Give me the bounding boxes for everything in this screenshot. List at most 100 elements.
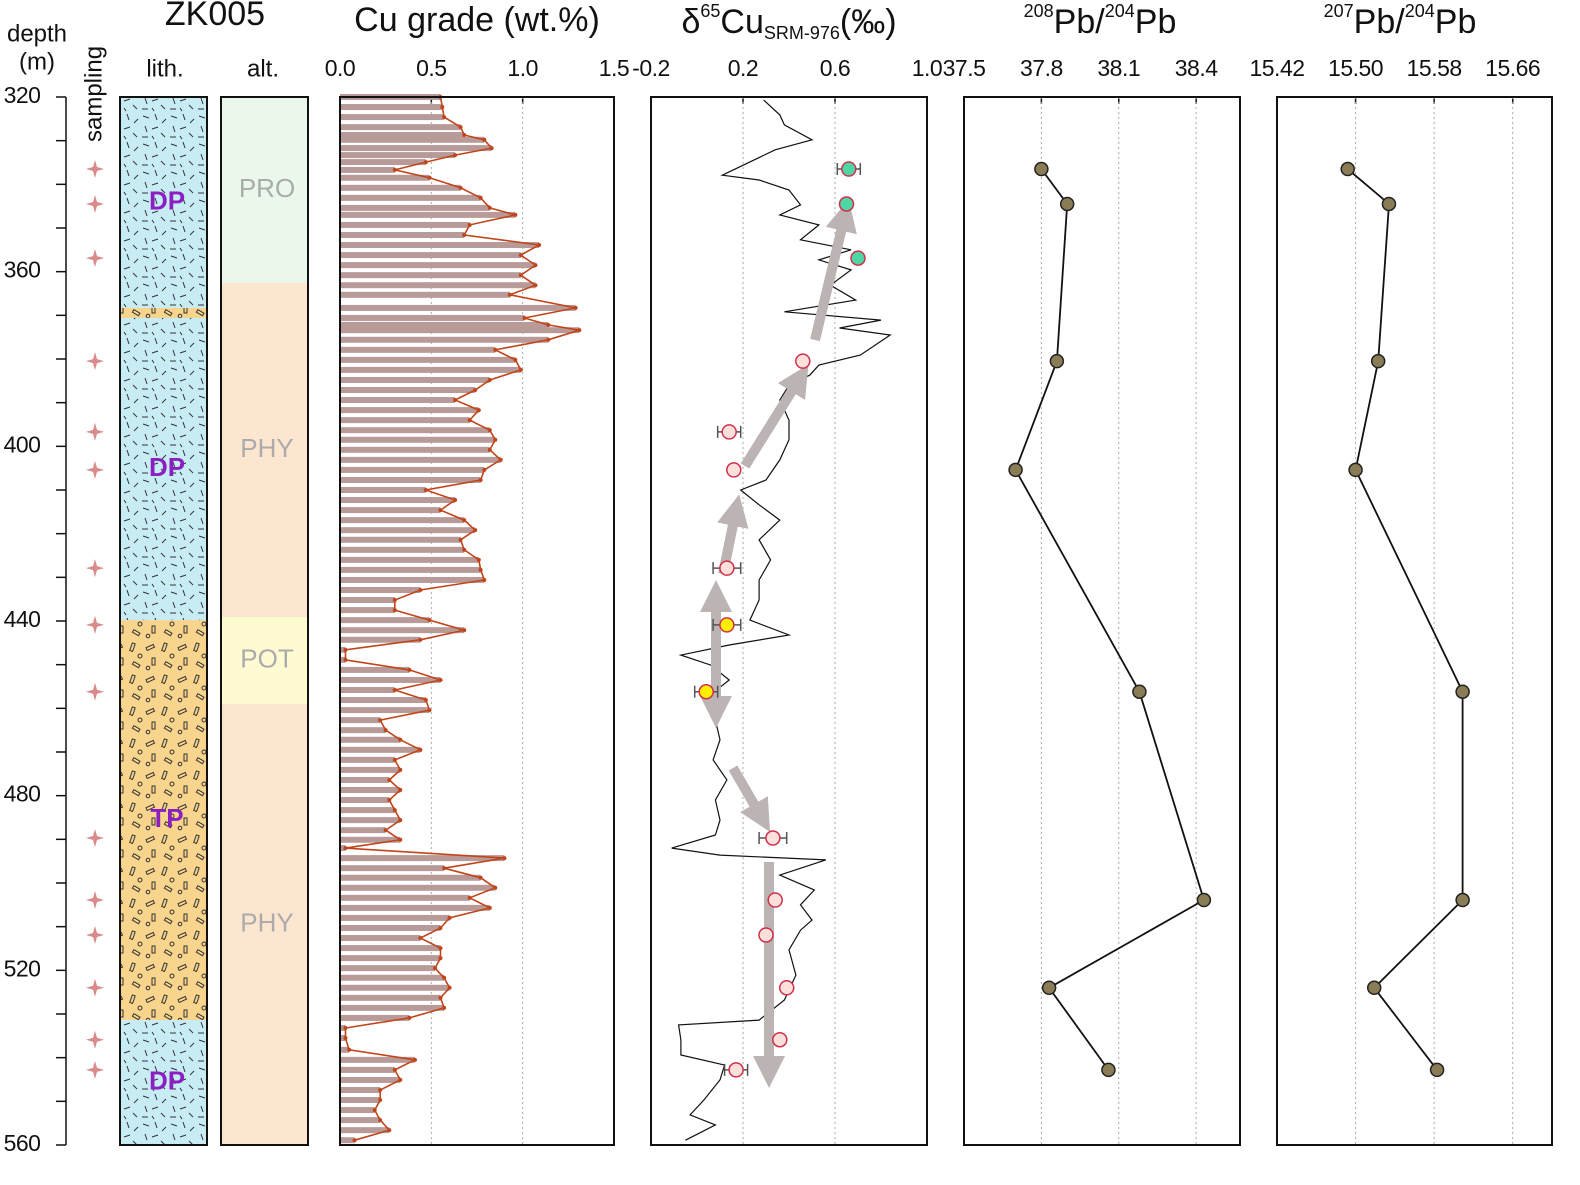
cu-bar [340,304,576,311]
cu-bar [340,517,465,524]
cu-bar [340,1035,346,1042]
alteration-zone [221,617,308,704]
cu-point [398,787,403,792]
lithology-pattern [120,1020,207,1145]
cu-point [546,322,551,327]
x-tick-label: 15.66 [1485,55,1540,81]
cu-point [447,915,452,920]
cu-point [453,498,458,503]
cu-point [412,1057,417,1062]
cu-bar [340,1076,401,1083]
cu-point [518,273,523,278]
lithology-frame [119,96,208,1146]
alteration-zone [221,97,308,284]
cu-bar [340,984,450,991]
cu-bar [340,487,426,493]
cu-point [343,1025,348,1030]
cu-point [387,798,392,803]
cu-bar [340,776,390,783]
cu-bar [340,314,525,321]
cu-point [398,1077,403,1082]
sampling-star [86,422,104,441]
x-tick-label: 15.50 [1328,55,1383,81]
cu-point [498,457,503,462]
cu-point [493,437,498,442]
cu-point [423,160,428,165]
cu-bar [340,817,401,824]
panel-frame [1276,96,1553,1146]
profile-line [1014,168,1205,1071]
cu-bar [340,914,450,921]
cu-point [398,837,403,842]
panel-frame [963,96,1241,1146]
cu-point [343,846,348,851]
sample-point [795,353,811,369]
cu-bar [340,974,445,981]
trend-arrow [810,199,857,342]
cu-bar [340,145,492,152]
sampling-star [86,1030,104,1049]
cu-bar [340,327,580,334]
alteration-frame [220,96,309,1146]
sampling-star [86,682,104,701]
sample-point [778,980,795,996]
cu-bar [340,686,395,693]
cu-bar [340,935,421,942]
cu-bar [340,497,456,504]
sample-point [758,927,774,943]
sampling-star [86,891,104,910]
cu-point [478,875,483,880]
x-tick-label: 0.2 [728,55,758,81]
cu-bar [340,417,470,424]
cu-point [462,518,467,523]
cu-point [478,567,483,572]
cu-bar [340,617,430,624]
x-tick-label: 1.0 [912,55,942,81]
cu-bar [340,845,346,852]
sampling-star [86,194,104,213]
cu-bar [340,855,505,862]
cu-point [467,418,472,423]
cu-point [513,212,518,217]
cu-bar [340,114,445,121]
cu-point [458,537,463,542]
lithology-name: DP [149,1065,185,1095]
cu-bar [340,1066,395,1073]
cu-point [487,428,492,433]
alteration-name: PHY [240,907,293,937]
cu-bar [340,797,390,804]
panel-frame [650,96,928,1146]
cu-bar [340,346,496,353]
cu-bar [340,965,435,972]
cu-bar [340,1086,381,1093]
cu-bar [340,707,430,714]
x-tick-label: 15.58 [1407,55,1462,81]
cu-bar [340,727,386,734]
cu-point [513,357,518,362]
alteration-name: PHY [240,433,293,463]
cu-point [573,305,578,310]
isotope-point [1132,684,1147,699]
sample-point [719,560,735,576]
sample-point [698,683,714,700]
pb207-title: 207Pb/204Pb [1324,1,1477,41]
cu-point [438,677,443,682]
cu-point [482,137,487,142]
cu-bar [340,456,501,463]
cu-point [533,263,538,268]
cu-bar [340,697,426,704]
cu-bar [340,204,490,211]
plot-layer: 320 360 400 440 480 520 560 DP DP TP DP PRO PHY POT PH… [4,55,1553,1156]
isotope-point [1381,196,1397,212]
cu-point [476,408,481,413]
cu-point [476,557,481,562]
cu-bar [340,1107,375,1114]
sample-point [721,424,737,440]
x-tick-label: 37.8 [1020,55,1063,81]
cu-bar [340,904,490,911]
cu-bar [340,586,421,593]
alteration-zone [221,703,308,1145]
lithology-name: DP [149,185,185,215]
cu-bar [340,466,485,473]
